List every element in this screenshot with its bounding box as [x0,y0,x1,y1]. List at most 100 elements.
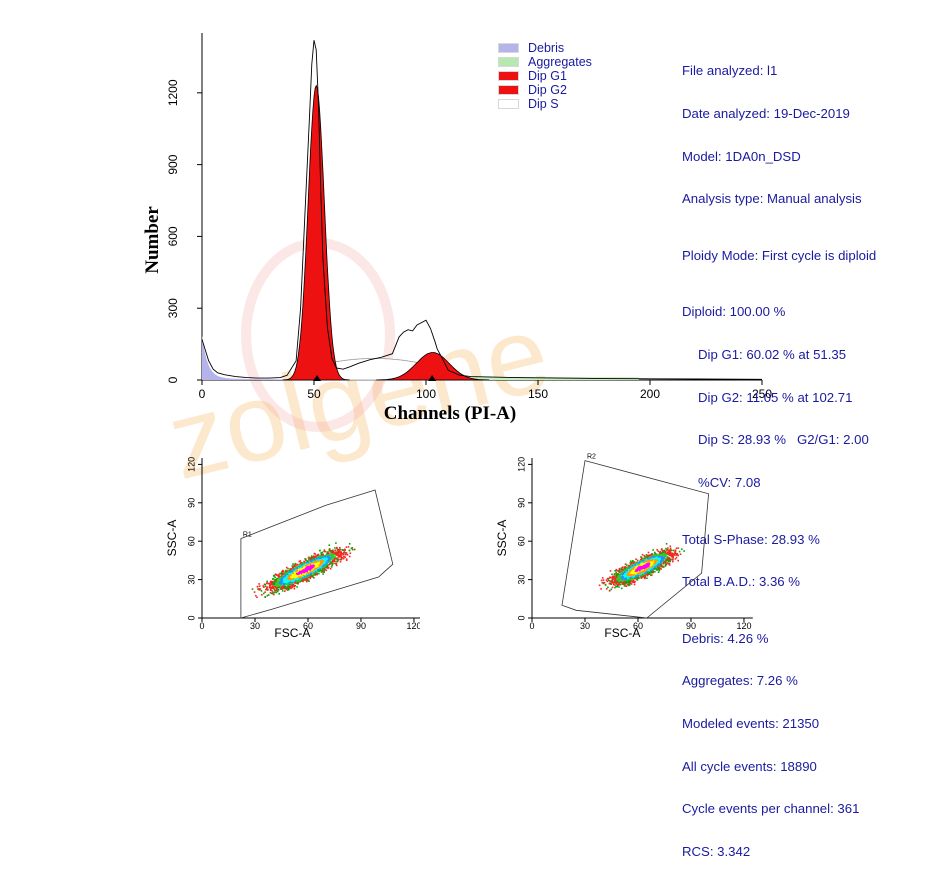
event-dot [636,561,638,564]
event-dot [645,565,647,568]
event-dot [667,547,669,549]
event-dot [281,581,284,583]
event-dot [631,561,633,564]
all-cycle-events: All cycle events: 18890 [682,758,817,774]
event-dot [339,553,342,556]
event-dot [267,588,269,591]
event-dot [654,557,657,559]
event-dot [343,555,345,558]
event-dot [327,552,330,554]
event-dot [658,568,660,571]
event-dot [330,551,333,554]
event-dot [313,572,316,575]
event-dot [674,558,677,560]
scatter-x-tick-label: 30 [580,621,590,631]
event-dot [300,562,302,564]
event-dot [625,571,628,573]
event-dot [298,572,300,574]
event-dot [310,567,313,569]
event-dot [620,587,623,590]
event-dot [641,560,644,562]
event-dot [628,581,631,583]
event-dot [627,576,629,579]
scatter-x-tick-label: 60 [303,621,313,631]
event-dot [633,581,636,584]
scatter-points [598,543,685,592]
event-dot [306,576,308,578]
event-dot [632,563,635,566]
raw-data-line [201,40,763,380]
event-dot [669,553,672,556]
event-dot [298,567,300,569]
event-dot [304,574,306,577]
event-dot [629,573,632,576]
event-dot [624,563,627,565]
event-dot [620,581,623,583]
dip-g1-area [282,84,350,381]
event-dot [668,560,670,563]
event-dot [657,562,660,565]
event-dot [327,566,330,569]
event-dot [641,562,644,565]
x-tick-label: 100 [416,387,436,401]
event-dot [321,569,324,571]
event-dot [296,565,299,568]
event-dot [304,569,307,572]
event-dot [288,571,291,573]
event-dot [328,557,331,559]
event-dot [647,565,649,568]
event-dot [318,559,320,562]
event-dot [623,579,625,582]
scatter-x-label: FSC-A [604,626,640,638]
event-dot [629,579,632,582]
event-dot [311,561,314,564]
event-dot [639,576,642,578]
event-dot [663,561,666,564]
event-dot [663,560,666,562]
event-dot [292,563,294,565]
scatter-y-tick-label: 60 [186,536,196,546]
event-dot [266,582,268,585]
event-dot [278,593,280,595]
gate-polygon[interactable] [561,460,710,619]
event-dot [276,581,279,584]
event-dot [666,559,668,562]
event-dot [667,563,670,565]
event-dot [268,586,271,589]
event-dot [652,557,655,560]
event-dot [273,580,276,583]
event-dot [650,562,652,565]
event-dot [650,561,653,564]
event-dot [306,575,308,577]
event-dot [273,583,275,585]
scatter-x-tick-label: 120 [406,621,420,631]
event-dot [352,548,354,551]
event-dot [272,581,274,583]
event-dot [292,578,294,580]
event-dot [328,549,331,551]
event-dot [647,551,650,554]
event-dot [618,567,621,570]
event-dot [306,568,309,570]
event-dot [300,575,302,578]
event-dot [670,555,672,557]
event-dot [285,572,287,574]
event-dot [271,589,273,592]
event-dot [602,579,605,581]
event-dot [665,558,667,560]
event-dot [337,554,339,556]
event-dot [661,565,663,567]
event-dot [617,577,620,579]
event-dot [683,550,685,552]
event-dot [264,591,266,593]
event-dot [301,566,304,569]
event-dot [281,576,283,578]
event-dot [629,569,631,572]
event-dot [666,551,669,554]
event-dot [258,588,260,590]
histogram-fills [202,84,639,381]
event-dot [328,548,331,550]
event-dot [320,556,322,558]
event-dot [657,556,660,558]
gate-polygon[interactable] [240,489,394,619]
